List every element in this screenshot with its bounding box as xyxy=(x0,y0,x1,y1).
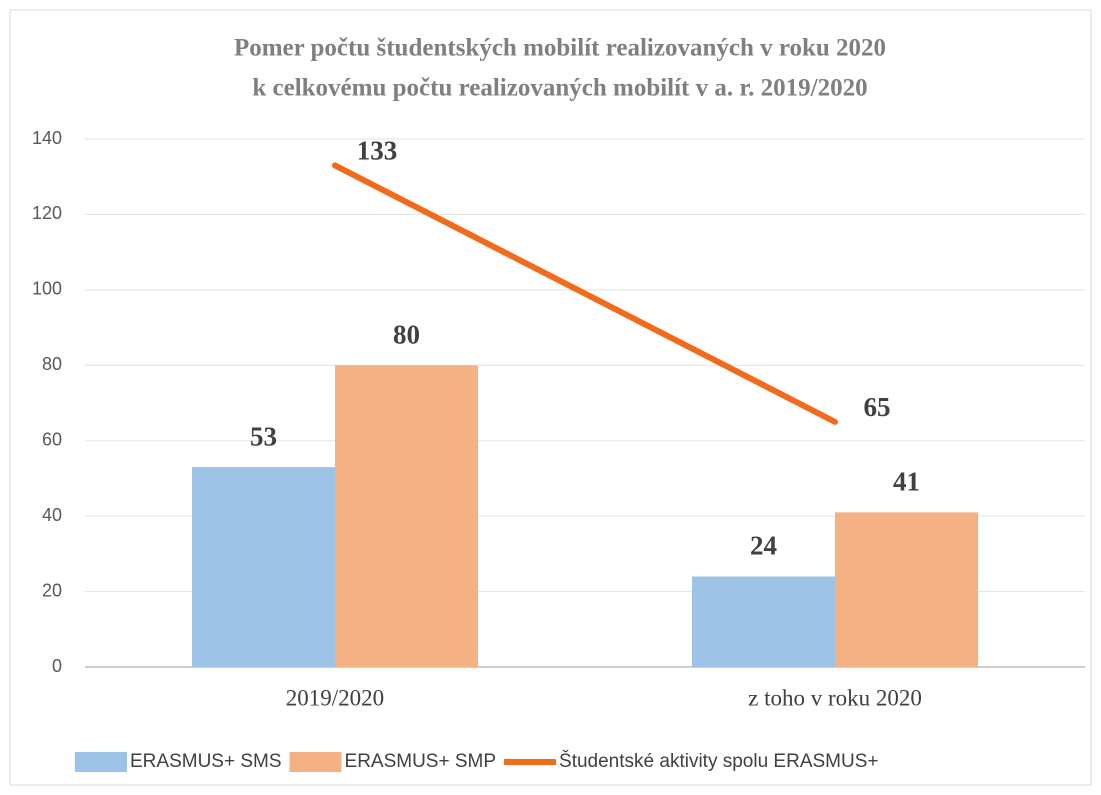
x-tick-label: 2019/2020 xyxy=(286,685,384,710)
data-label: 53 xyxy=(250,421,277,451)
data-label: 41 xyxy=(893,467,920,497)
bar xyxy=(192,467,335,667)
data-label: 80 xyxy=(393,319,420,349)
legend-swatch xyxy=(289,752,342,772)
legend-label: ERASMUS+ SMP xyxy=(345,751,497,772)
y-tick-label: 40 xyxy=(42,505,62,525)
bar xyxy=(335,365,478,667)
legend-label: Študentské aktivity spolu ERASMUS+ xyxy=(559,750,878,772)
chart-title: Pomer počtu študentských mobilít realizo… xyxy=(234,35,886,62)
line xyxy=(332,162,838,425)
chart-border xyxy=(9,9,1092,786)
y-tick-label: 60 xyxy=(42,429,62,449)
legend-label: ERASMUS+ SMS xyxy=(130,751,282,772)
data-label: 133 xyxy=(357,136,398,166)
y-tick-label: 140 xyxy=(32,128,62,148)
bar xyxy=(692,576,835,667)
data-label: 24 xyxy=(750,531,777,561)
y-tick-label: 20 xyxy=(42,580,62,600)
bar xyxy=(835,512,978,667)
y-tick-label: 120 xyxy=(32,203,62,223)
chart-title: k celkovému počtu realizovaných mobilít … xyxy=(252,75,867,102)
y-tick-label: 0 xyxy=(52,656,62,676)
y-tick-label: 100 xyxy=(32,279,62,299)
data-label: 65 xyxy=(864,392,891,422)
y-tick-label: 80 xyxy=(42,354,62,374)
legend-swatch xyxy=(75,752,127,772)
x-tick-label: z toho v roku 2020 xyxy=(748,685,922,710)
